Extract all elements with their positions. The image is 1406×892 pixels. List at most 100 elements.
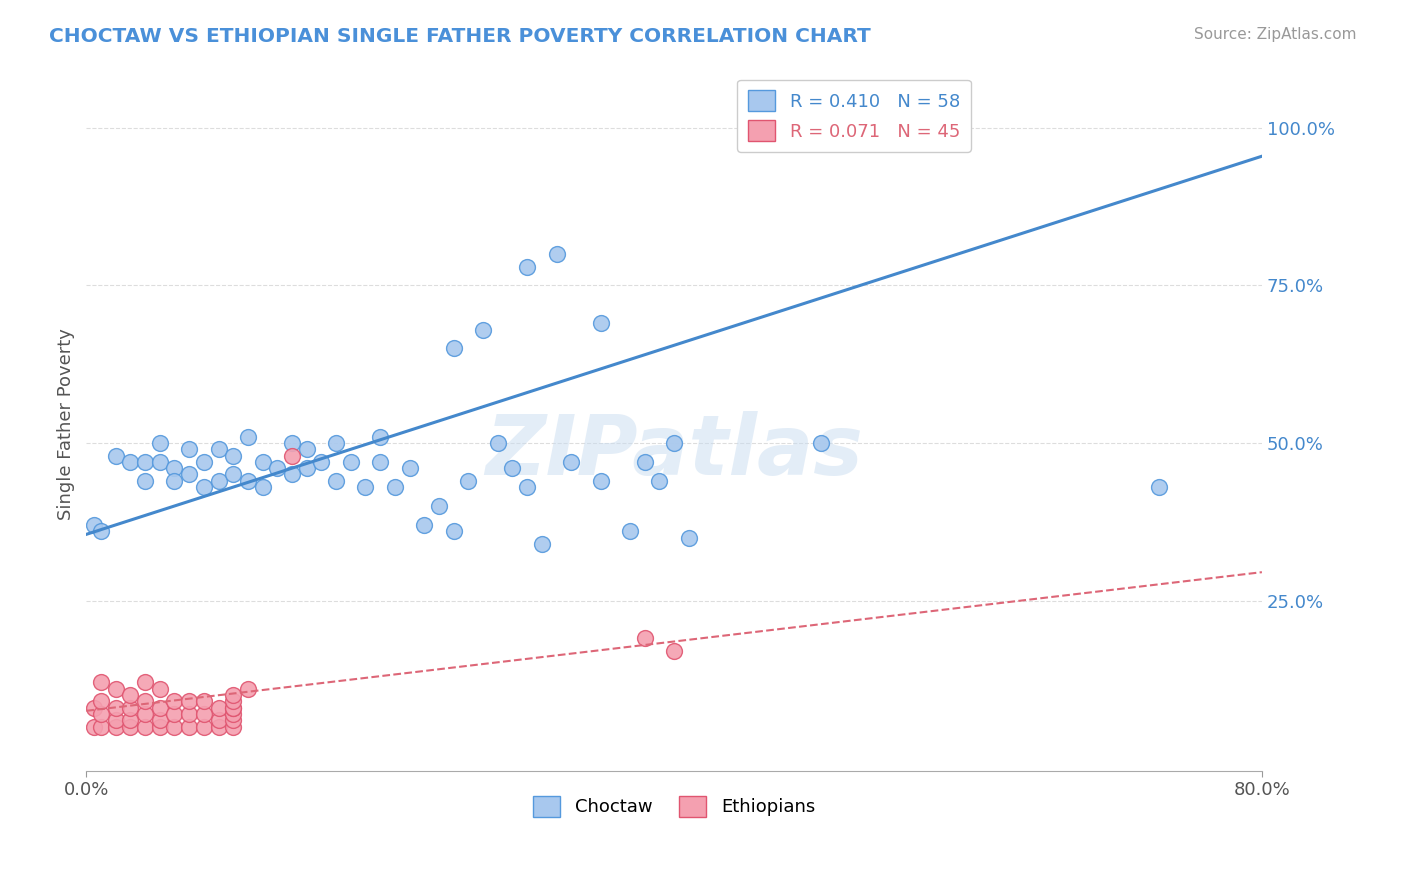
Point — [149, 700, 172, 714]
Point — [222, 700, 245, 714]
Point — [90, 706, 112, 721]
Point — [222, 694, 245, 708]
Point — [120, 713, 142, 727]
Point — [325, 474, 347, 488]
Point — [266, 461, 288, 475]
Y-axis label: Single Father Poverty: Single Father Poverty — [58, 328, 75, 520]
Point — [120, 688, 142, 702]
Point — [295, 461, 318, 475]
Point — [134, 675, 156, 690]
Point — [486, 436, 509, 450]
Point — [90, 675, 112, 690]
Point — [163, 461, 186, 475]
Point — [281, 449, 304, 463]
Point — [179, 706, 201, 721]
Point — [501, 461, 523, 475]
Point — [311, 455, 333, 469]
Point — [589, 316, 612, 330]
Point — [120, 720, 142, 734]
Point — [546, 247, 568, 261]
Point — [193, 706, 215, 721]
Point — [207, 700, 229, 714]
Point — [104, 681, 127, 696]
Point — [179, 442, 201, 457]
Point — [589, 474, 612, 488]
Point — [472, 322, 495, 336]
Text: CHOCTAW VS ETHIOPIAN SINGLE FATHER POVERTY CORRELATION CHART: CHOCTAW VS ETHIOPIAN SINGLE FATHER POVER… — [49, 27, 870, 45]
Point — [662, 436, 685, 450]
Point — [236, 474, 259, 488]
Point — [104, 700, 127, 714]
Point — [207, 442, 229, 457]
Point — [222, 720, 245, 734]
Point — [236, 430, 259, 444]
Point — [193, 694, 215, 708]
Point — [222, 713, 245, 727]
Point — [252, 455, 274, 469]
Point — [193, 455, 215, 469]
Point — [295, 442, 318, 457]
Point — [104, 720, 127, 734]
Point — [281, 436, 304, 450]
Point — [104, 713, 127, 727]
Point — [149, 720, 172, 734]
Point — [413, 517, 436, 532]
Point — [134, 720, 156, 734]
Point — [149, 681, 172, 696]
Point — [368, 430, 391, 444]
Point — [398, 461, 420, 475]
Point — [325, 436, 347, 450]
Point — [179, 467, 201, 482]
Point — [193, 480, 215, 494]
Point — [134, 706, 156, 721]
Point — [83, 700, 105, 714]
Point — [179, 720, 201, 734]
Legend: Choctaw, Ethiopians: Choctaw, Ethiopians — [526, 789, 823, 824]
Point — [222, 467, 245, 482]
Point — [134, 474, 156, 488]
Point — [120, 700, 142, 714]
Point — [678, 531, 700, 545]
Point — [516, 480, 538, 494]
Point — [384, 480, 406, 494]
Point — [83, 720, 105, 734]
Point — [281, 467, 304, 482]
Point — [354, 480, 377, 494]
Point — [427, 499, 450, 513]
Point — [252, 480, 274, 494]
Point — [104, 449, 127, 463]
Point — [222, 449, 245, 463]
Point — [207, 474, 229, 488]
Point — [443, 524, 465, 539]
Point — [134, 455, 156, 469]
Point — [90, 694, 112, 708]
Point — [560, 455, 582, 469]
Point — [634, 632, 657, 646]
Point — [163, 474, 186, 488]
Point — [340, 455, 363, 469]
Point — [149, 713, 172, 727]
Point — [83, 517, 105, 532]
Point — [236, 681, 259, 696]
Point — [457, 474, 479, 488]
Point — [634, 455, 657, 469]
Point — [368, 455, 391, 469]
Point — [516, 260, 538, 274]
Point — [1147, 480, 1170, 494]
Point — [163, 706, 186, 721]
Point — [222, 700, 245, 714]
Point — [90, 720, 112, 734]
Text: ZIPatlas: ZIPatlas — [485, 411, 863, 492]
Point — [193, 720, 215, 734]
Point — [90, 524, 112, 539]
Point — [163, 694, 186, 708]
Point — [810, 436, 832, 450]
Point — [134, 694, 156, 708]
Point — [443, 342, 465, 356]
Point — [662, 644, 685, 658]
Point — [222, 706, 245, 721]
Point — [207, 713, 229, 727]
Point — [149, 436, 172, 450]
Point — [120, 455, 142, 469]
Point — [648, 474, 671, 488]
